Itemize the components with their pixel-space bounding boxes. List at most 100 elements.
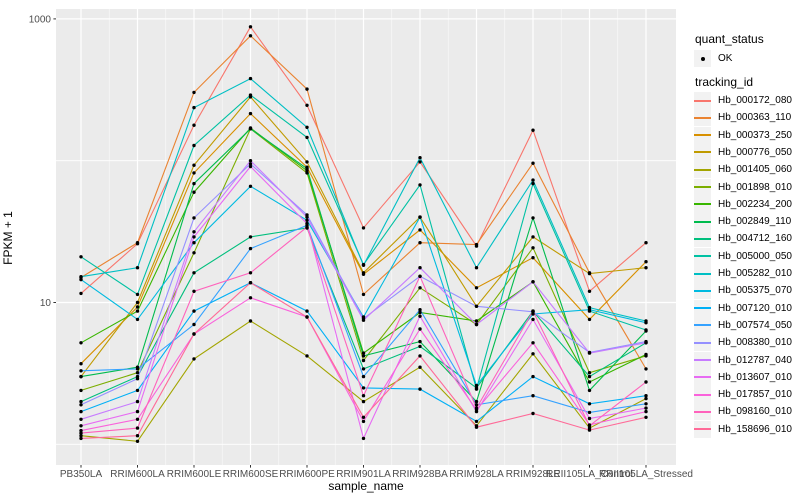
legend-tracking-id-title: tracking_id [695,75,754,89]
data-point [135,309,140,313]
data-point [531,374,535,379]
data-point [192,230,196,234]
legend-item-Hb_017857_010: Hb_017857_010 [692,386,798,404]
data-point [135,367,140,371]
legend-item-Hb_098160_010: Hb_098160_010 [692,403,798,421]
data-point [587,424,592,428]
data-point [135,409,140,414]
data-point [418,241,422,245]
data-point [248,25,253,29]
data-point [644,402,648,406]
data-point [531,235,535,239]
data-point [644,266,648,270]
data-point [135,417,140,421]
data-point [361,394,366,398]
legend-item-label: Hb_098160_010 [718,406,792,418]
legend-item-label: Hb_012787_040 [718,354,792,366]
data-point [305,218,309,222]
data-point [79,255,83,259]
legend-key-line [694,178,711,196]
data-point [531,309,535,313]
data-point [531,178,535,182]
data-point [361,436,366,441]
x-tick-label: RRIM928LA [449,469,504,480]
data-point [474,242,479,247]
data-point [79,369,83,373]
x-tick-label: RRIM901LA [336,469,391,480]
data-point [587,308,592,312]
y-tick-label: 10 [40,298,52,309]
data-point [79,291,83,296]
data-point [587,371,592,375]
data-point [474,322,479,327]
data-point [305,215,309,219]
legend-key-ok [694,50,711,67]
data-point [418,354,422,358]
legend-key-line [694,265,711,282]
data-point [192,163,196,167]
data-point [361,419,366,424]
legend-item-Hb_005375_070: Hb_005375_070 [692,282,798,300]
legend-key-line [694,420,711,438]
legend-line-swatch [694,307,711,310]
legend-key-line [694,126,711,144]
data-point [305,166,309,171]
data-point [305,160,309,164]
data-point [361,367,366,371]
data-point [587,374,592,379]
data-point [418,387,422,391]
data-point [361,386,366,390]
data-point [135,388,140,393]
data-point [248,159,253,163]
data-point [644,321,648,325]
data-point [644,260,648,264]
legend-key-line [694,299,711,317]
data-point [192,190,196,194]
data-point [192,241,196,245]
data-point [192,332,196,336]
data-point [248,319,253,323]
legend-line-swatch [694,289,711,292]
legend-item-Hb_004712_160: Hb_004712_160 [692,230,798,248]
data-point [305,315,309,319]
x-tick-label: RRIM928LE [506,469,561,480]
data-point [79,428,83,433]
legend-line-swatch [694,99,711,102]
legend-item-Hb_001405_060: Hb_001405_060 [692,161,798,179]
data-point [418,365,422,369]
data-point [192,271,196,275]
data-point [192,181,196,186]
data-point [474,319,479,323]
x-tick-label: RRIM600PE [279,469,335,480]
legend-line-swatch [694,272,711,275]
data-point [79,424,83,428]
data-point [192,143,196,148]
legend-item-Hb_007574_050: Hb_007574_050 [692,316,798,334]
data-point [644,406,648,410]
data-point [474,286,479,290]
data-point [305,125,309,129]
data-point [361,292,366,297]
data-point [135,241,140,245]
data-point [474,387,479,391]
data-point [418,286,422,290]
data-point [79,362,83,366]
data-point [79,374,83,379]
data-point [531,128,535,132]
x-tick-label: RRIM600SE [223,469,279,480]
legend-key-line [694,143,711,161]
data-point [305,135,309,140]
legend-item-label: Hb_001405_060 [718,164,792,176]
legend-label-ok: OK [718,53,733,64]
data-point [587,289,592,293]
data-point [361,358,366,363]
data-point [192,90,196,95]
data-point [418,215,422,219]
legend-key-line [694,368,711,386]
x-tick-label: RRII105LA_Stressed [599,469,693,480]
data-point [474,425,479,429]
data-point [474,403,479,407]
data-point [361,374,366,379]
legend-key-line [694,195,711,213]
